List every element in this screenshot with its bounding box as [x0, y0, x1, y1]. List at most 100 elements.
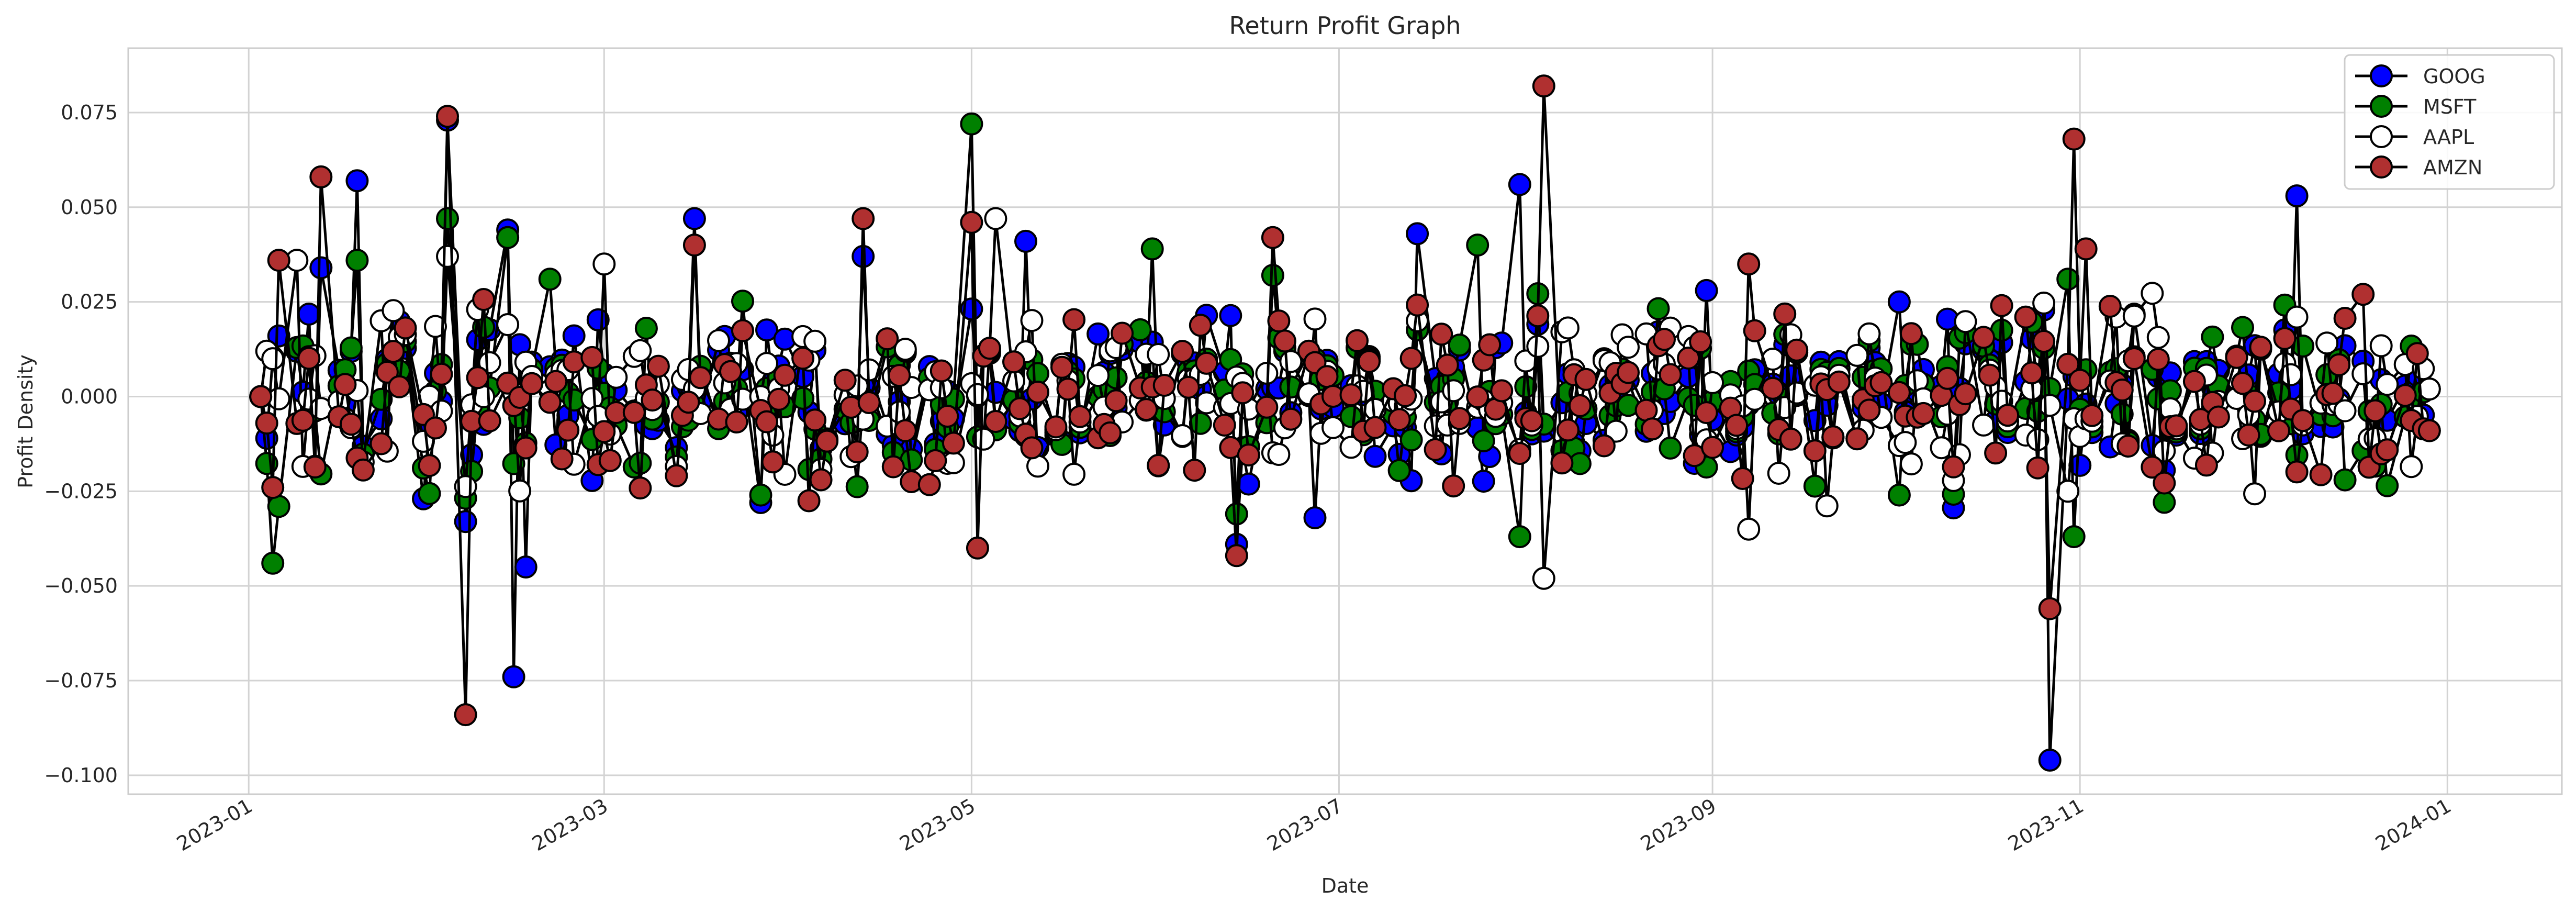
- data-point-aapl: [1737, 517, 1761, 541]
- data-point-amzn: [725, 410, 748, 433]
- data-point-aapl: [1442, 379, 1465, 403]
- data-point-aapl: [1020, 309, 1044, 332]
- data-point-aapl: [436, 244, 459, 268]
- data-point-msft: [1466, 233, 1489, 257]
- data-point-amzn: [2056, 352, 2080, 376]
- data-point-msft: [1387, 459, 1411, 482]
- data-point-amzn: [1315, 365, 1339, 388]
- data-point-aapl: [2122, 304, 2146, 328]
- data-point-amzn: [1556, 418, 1580, 442]
- data-point-amzn: [1761, 376, 1785, 400]
- data-point-msft: [538, 268, 562, 291]
- data-point-amzn: [303, 455, 327, 479]
- data-point-amzn: [387, 375, 411, 398]
- data-point-msft: [2056, 268, 2080, 291]
- data-point-aapl: [966, 383, 989, 406]
- data-point-amzn: [1942, 455, 1965, 479]
- data-point-amzn: [1195, 351, 1218, 375]
- data-point-aapl: [707, 329, 730, 352]
- legend-label: GOOG: [2423, 65, 2485, 88]
- data-point-amzn: [803, 408, 827, 432]
- data-point-amzn: [1677, 347, 1700, 370]
- data-point-goog: [267, 324, 290, 348]
- data-point-amzn: [1225, 544, 1248, 568]
- data-point-aapl: [893, 338, 917, 361]
- data-point-aapl: [2376, 373, 2399, 396]
- data-point-amzn: [339, 413, 363, 436]
- data-point-amzn: [430, 362, 453, 386]
- data-point-amzn: [1887, 381, 1911, 404]
- legend-item-amzn: AMZN: [2355, 155, 2482, 179]
- data-point-amzn: [815, 429, 839, 453]
- data-point-amzn: [1984, 441, 2008, 465]
- data-point-aapl: [1767, 462, 1790, 485]
- data-point-aapl: [2315, 331, 2339, 355]
- data-point-amzn: [1044, 415, 1068, 439]
- data-point-amzn: [2249, 336, 2272, 359]
- data-point-amzn: [1135, 398, 1158, 421]
- data-point-amzn: [2291, 409, 2315, 432]
- data-point-msft: [2333, 468, 2357, 492]
- data-point-amzn: [2020, 361, 2044, 385]
- data-point-amzn: [1430, 322, 1453, 346]
- data-point-amzn: [1056, 377, 1080, 401]
- legend-marker: [2370, 155, 2393, 179]
- data-point-msft: [1399, 428, 1423, 452]
- data-point-aapl: [1526, 335, 1550, 358]
- data-point-amzn: [2080, 404, 2104, 427]
- data-point-amzn: [1339, 383, 1363, 407]
- data-point-amzn: [719, 360, 742, 383]
- data-point-amzn: [622, 401, 646, 424]
- data-point-msft: [2153, 491, 2176, 514]
- data-point-amzn: [1099, 421, 1122, 444]
- data-point-msft: [731, 290, 754, 313]
- data-point-goog: [1303, 506, 1327, 529]
- data-point-amzn: [888, 364, 911, 387]
- data-point-aapl: [1532, 566, 1555, 590]
- y-tick-label: 0.025: [61, 291, 118, 314]
- data-point-aapl: [2333, 399, 2357, 422]
- data-point-goog: [1014, 229, 1037, 253]
- data-point-amzn: [1845, 427, 1869, 451]
- data-point-amzn: [767, 387, 791, 411]
- data-point-amzn: [1899, 322, 1923, 346]
- series-layer: [249, 74, 2441, 772]
- data-point-amzn: [1779, 427, 1802, 451]
- data-point-aapl: [382, 299, 405, 322]
- data-point-amzn: [1020, 436, 1044, 460]
- data-point-amzn: [2393, 384, 2417, 407]
- data-point-amzn: [1550, 451, 1574, 475]
- data-point-aapl: [1701, 371, 1724, 394]
- data-point-amzn: [1177, 375, 1200, 399]
- data-point-msft: [2231, 316, 2254, 339]
- data-point-amzn: [2417, 419, 2441, 442]
- data-point-amzn: [966, 536, 989, 560]
- data-point-amzn: [520, 372, 544, 395]
- data-point-amzn: [2285, 460, 2309, 484]
- data-point-amzn: [2182, 370, 2206, 393]
- data-point-amzn: [1273, 329, 1296, 353]
- data-point-aapl: [1815, 494, 1839, 518]
- data-point-aapl: [1267, 443, 1291, 466]
- data-point-amzn: [845, 440, 869, 464]
- data-point-amzn: [1490, 379, 1514, 403]
- data-point-amzn: [1387, 408, 1411, 431]
- data-point-amzn: [646, 354, 670, 378]
- data-point-amzn: [629, 476, 652, 500]
- data-point-aapl: [972, 427, 995, 451]
- data-point-amzn: [2237, 424, 2260, 447]
- data-point-aapl: [2279, 363, 2303, 386]
- data-point-aapl: [592, 252, 616, 276]
- data-point-msft: [436, 207, 459, 230]
- series-amzn: [249, 74, 2441, 727]
- data-point-aapl: [1087, 364, 1110, 387]
- data-point-amzn: [2405, 342, 2429, 365]
- data-point-amzn: [538, 391, 562, 414]
- data-point-aapl: [1321, 416, 1345, 439]
- data-point-amzn: [472, 288, 496, 311]
- data-point-aapl: [2146, 326, 2170, 349]
- data-point-amzn: [375, 360, 399, 384]
- data-point-amzn: [580, 346, 604, 369]
- data-point-amzn: [761, 450, 785, 474]
